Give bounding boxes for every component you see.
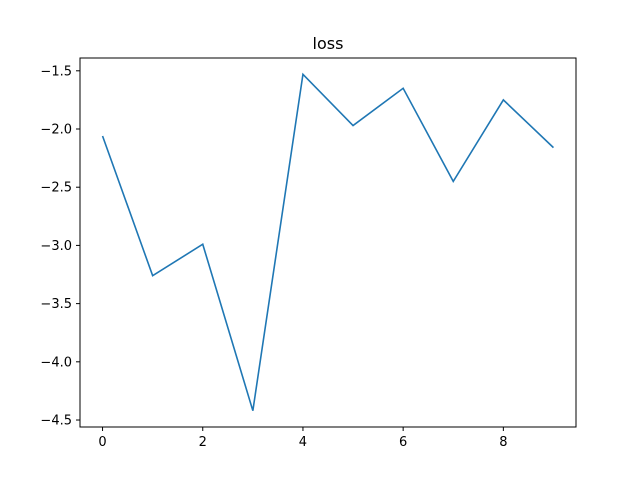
data-point xyxy=(102,135,104,137)
y-tick-label: −4.5 xyxy=(40,414,72,429)
y-tick-label: −1.5 xyxy=(40,64,72,79)
y-tick-label: −4.0 xyxy=(40,355,72,370)
series-line xyxy=(101,72,555,411)
y-tick-label: −3.5 xyxy=(40,297,72,312)
x-tick-label: 6 xyxy=(399,435,407,450)
data-point xyxy=(552,147,554,149)
x-tick-label: 8 xyxy=(499,435,507,450)
data-point xyxy=(252,410,254,412)
y-tick-label: −2.0 xyxy=(40,123,72,138)
chart-title: loss xyxy=(313,34,344,53)
series-layer xyxy=(101,72,555,412)
plot-frame xyxy=(79,57,577,428)
data-point xyxy=(452,180,454,182)
data-point xyxy=(302,73,304,75)
axes: 0 2 4 6 8 −4.5 −4.0 −3.5 −3.0 −2.5 −2.0 −1.5 xyxy=(40,57,577,450)
x-tick-label: 2 xyxy=(199,435,207,450)
data-point xyxy=(352,125,354,127)
data-point xyxy=(202,243,204,245)
y-tick-label: −2.5 xyxy=(40,181,72,196)
data-point xyxy=(502,99,504,101)
x-tick-label: 4 xyxy=(299,435,307,450)
y-tick-label: −3.0 xyxy=(40,239,72,254)
data-point xyxy=(402,87,404,89)
x-tick-label: 0 xyxy=(98,435,106,450)
data-point xyxy=(152,275,154,277)
